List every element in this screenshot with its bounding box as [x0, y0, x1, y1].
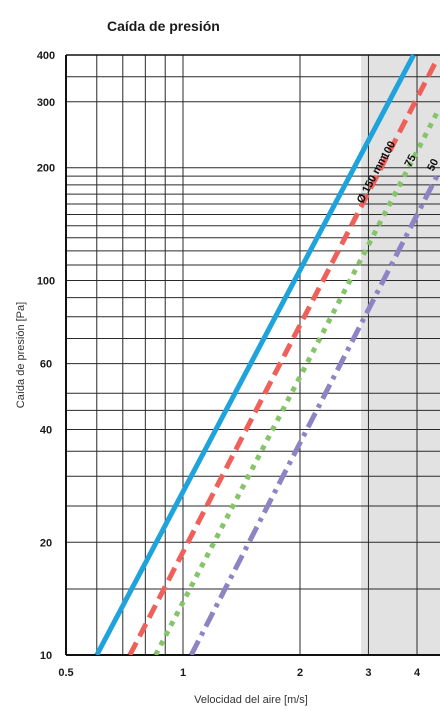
x-tick-label: 1: [180, 667, 186, 679]
x-tick-label: 0.5: [58, 667, 73, 679]
series-line: [127, 62, 438, 655]
series-line: [188, 174, 440, 655]
tick-labels: 10 20 40 60 100 200 300 400 0.5 1 2 3 4: [37, 50, 421, 679]
chart-title: Caída de presión: [107, 18, 220, 34]
series-line: [153, 111, 440, 655]
x-axis-label: Velocidad del aire [m/s]: [194, 694, 308, 706]
y-axis-label: Caída de presión [Pa]: [15, 302, 27, 408]
series-lines: [94, 53, 440, 655]
series-label: 50: [425, 157, 440, 173]
y-tick-label: 300: [37, 97, 55, 109]
y-tick-label: 40: [40, 425, 52, 437]
y-tick-label: 200: [37, 163, 55, 175]
y-tick-label: 20: [40, 537, 52, 549]
series-label: 75: [403, 153, 419, 169]
y-tick-label: 100: [37, 275, 55, 287]
shaded-region: [361, 55, 440, 655]
x-tick-label: 4: [414, 667, 421, 679]
grid: [65, 54, 440, 656]
y-tick-label: 60: [40, 359, 52, 371]
x-tick-label: 2: [297, 667, 303, 679]
y-tick-label: 10: [40, 650, 52, 662]
x-tick-label: 3: [365, 667, 371, 679]
y-tick-label: 400: [37, 50, 55, 62]
series-line: [94, 53, 416, 655]
